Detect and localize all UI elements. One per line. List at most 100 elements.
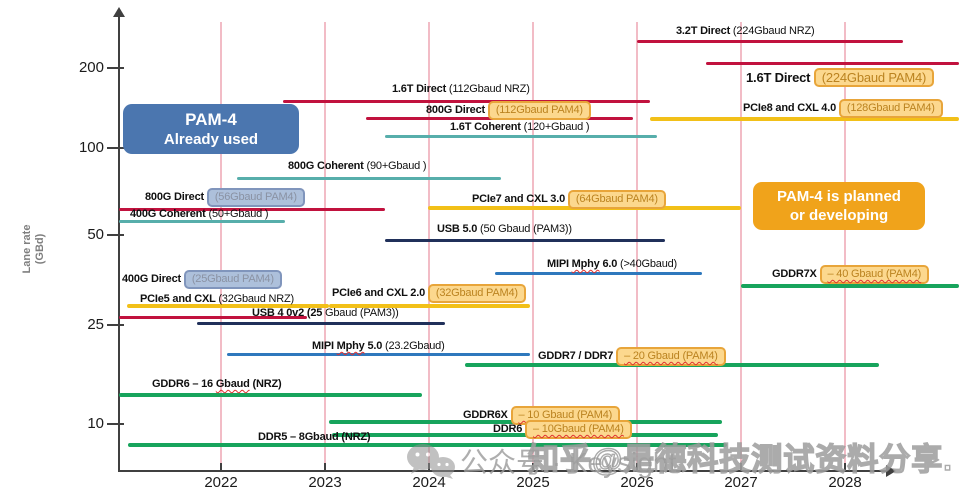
series-label-1-6t-direct-224-pam4: 1.6T Direct (224Gbaud PAM4): [746, 68, 935, 87]
label-text: 3.2T Direct: [676, 25, 733, 37]
label-text: (50+Gbaud ): [208, 208, 269, 220]
series-line-400g-coherent: [119, 219, 285, 223]
x-axis-arrow-icon: [886, 465, 896, 477]
label-text: DDR5 – 8Gbaud (NRZ): [258, 431, 371, 443]
series-label-1-6t-coherent: 1.6T Coherent (120+Gbaud ): [450, 121, 590, 134]
label-text: (224Gbaud NRZ): [732, 25, 815, 37]
label-text: 1.6T Direct: [746, 70, 814, 85]
label-text: Gbaud: [215, 378, 250, 390]
label-text: 800G Direct: [145, 191, 207, 203]
highlight-box: – 40 Gbaud (PAM4): [819, 265, 930, 284]
series-line-pcie6-cxl2: [329, 304, 530, 308]
label-text: 800G Coherent: [288, 160, 367, 172]
series-label-800g-direct-112-pam4: 800G Direct (112Gbaud PAM4): [426, 101, 591, 120]
wechat-icon: [407, 444, 455, 479]
label-text: Mphy: [336, 340, 365, 352]
highlight-box: (56Gbaud PAM4): [206, 188, 305, 207]
label-text: PCIe5 and CXL: [140, 293, 219, 305]
series-label-gddr6: GDDR6 – 16 Gbaud (NRZ): [152, 378, 282, 391]
y-axis-tick: [107, 67, 124, 69]
series-label-ddr6: DDR6 – 10Gbaud (PAM4): [493, 420, 632, 439]
callout-pam4-planned: PAM-4 is planned or developing: [753, 182, 925, 230]
y-axis-line: [118, 16, 120, 472]
label-text: PCIe6 and CXL 2.0: [332, 287, 428, 299]
x-axis-tick-label: 2026: [620, 474, 654, 491]
series-line-ddr6: [332, 433, 718, 437]
y-axis-tick: [107, 234, 124, 236]
y-axis-title: Lane rate (GBd): [21, 189, 55, 309]
label-text: 5.0: [364, 340, 385, 352]
y-axis-tick: [107, 423, 124, 425]
label-text: GDDR7X: [772, 268, 820, 280]
label-text: 1.6T Coherent: [450, 121, 524, 133]
x-axis-tick-label: 2022: [204, 474, 238, 491]
x-axis-tick: [220, 463, 222, 471]
x-axis-tick: [844, 463, 846, 471]
callout-pam4-already-used: PAM-4 Already used: [123, 104, 299, 154]
series-line-pcie5-cxl: [127, 304, 329, 308]
label-text: Mphy: [571, 258, 600, 270]
highlight-box: (32Gbaud PAM4): [427, 284, 526, 303]
series-label-usb4-0v2: USB 4 0v2 (25 Gbaud (PAM3)): [252, 307, 399, 320]
callout-planned-line1: PAM-4 is planned: [777, 188, 901, 205]
series-line-1-6t-direct-224-pam4: [706, 61, 959, 65]
series-label-1-6t-direct-112-nrz: 1.6T Direct (112Gbaud NRZ): [392, 83, 530, 96]
y-axis-tick: [107, 324, 124, 326]
series-line-mipi-mphy5: [227, 352, 530, 356]
label-text: 400G Direct: [122, 273, 184, 285]
x-axis-tick: [324, 463, 326, 471]
label-text: (120+Gbaud ): [523, 121, 590, 133]
label-text: 800G Direct: [426, 104, 488, 116]
x-axis-tick-label: 2028: [828, 474, 862, 491]
label-text: GDDR6X: [463, 409, 511, 421]
label-text: PCIe8 and CXL 4.0: [743, 102, 839, 114]
series-label-mipi-mphy5: MIPI Mphy 5.0 (23.2Gbaud): [312, 340, 445, 353]
x-axis-tick-label: 2024: [412, 474, 446, 491]
x-axis-tick: [740, 463, 742, 471]
label-text: (112Gbaud NRZ): [448, 83, 530, 95]
year-gridline: [636, 22, 638, 468]
label-text: USB 4 0v2 (25: [252, 307, 323, 319]
series-label-400g-coherent: 400G Coherent (50+Gbaud ): [130, 208, 269, 221]
series-line-800g-coherent: [237, 176, 501, 180]
x-axis-tick-label: 2027: [724, 474, 758, 491]
label-text: (>40Gbaud): [620, 258, 678, 270]
label-text: DDR6: [493, 423, 526, 435]
series-label-ddr5: DDR5 – 8Gbaud (NRZ): [258, 431, 371, 444]
series-label-pcie7-cxl3: PCIe7 and CXL 3.0 (64Gbaud PAM4): [472, 190, 666, 209]
highlight-box: (25Gbaud PAM4): [183, 270, 282, 289]
series-label-400g-direct-25-pam4: 400G Direct (25Gbaud PAM4): [122, 270, 282, 289]
series-line-400g-direct-25-pam4: [119, 315, 307, 319]
series-label-gddr7x: GDDR7X – 40 Gbaud (PAM4): [772, 265, 930, 284]
series-line-800g-direct-56-pam4: [119, 207, 385, 211]
x-axis-tick-label: 2025: [516, 474, 550, 491]
highlight-box: (128Gbaud PAM4): [838, 99, 943, 118]
highlight-box: – 10Gbaud (PAM4): [525, 420, 632, 439]
label-text: 1.6T Direct: [392, 83, 449, 95]
series-label-pcie6-cxl2: PCIe6 and CXL 2.0 (32Gbaud PAM4): [332, 284, 526, 303]
series-line-usb4-0v2: [197, 321, 445, 325]
y-axis-title-line2: (GBd): [34, 233, 46, 265]
series-line-3-2t-direct-224-nrz: [637, 39, 903, 43]
series-label-800g-direct-56-pam4: 800G Direct (56Gbaud PAM4): [145, 188, 305, 207]
highlight-box: – 20 Gbaud (PAM4): [616, 347, 726, 366]
label-text: MIPI: [312, 340, 337, 352]
year-gridline: [740, 22, 742, 468]
series-line-gddr7x: [741, 284, 959, 288]
x-axis-tick-label: 2023: [308, 474, 342, 491]
series-line-1-6t-direct-112-nrz: [283, 99, 650, 103]
x-axis-tick: [636, 463, 638, 471]
callout-used-line2: Already used: [163, 131, 259, 148]
series-line-mipi-mphy6: [495, 271, 702, 275]
series-label-pcie5-cxl: PCIe5 and CXL (32Gbaud NRZ): [140, 293, 294, 306]
series-label-800g-coherent: 800G Coherent (90+Gbaud ): [288, 160, 427, 173]
series-label-gddr7-ddr7: GDDR7 / DDR7 – 20 Gbaud (PAM4): [538, 347, 726, 366]
highlight-box: (112Gbaud PAM4): [487, 101, 591, 120]
label-text: Gbaud (PAM3)): [322, 307, 399, 319]
label-text: USB 5.0: [437, 223, 481, 235]
year-gridline: [428, 22, 430, 468]
label-text: 400G Coherent: [130, 208, 209, 220]
label-text: (50 Gbaud (PAM3)): [480, 223, 572, 235]
series-line-gddr6: [119, 393, 422, 397]
